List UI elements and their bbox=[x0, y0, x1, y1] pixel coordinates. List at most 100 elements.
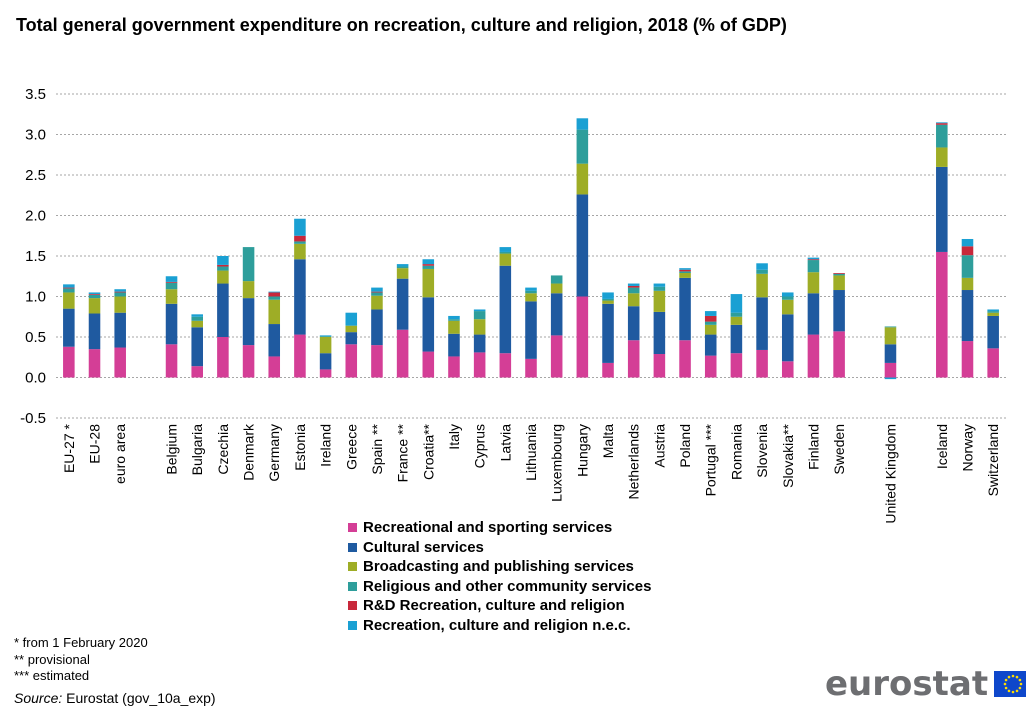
x-tick-label: Slovakia** bbox=[780, 423, 796, 487]
x-tick-label: Sweden bbox=[831, 424, 847, 475]
bar-segment bbox=[473, 311, 486, 320]
flag-star bbox=[1015, 689, 1019, 693]
bar-segment bbox=[781, 314, 794, 362]
bar-segment bbox=[371, 287, 383, 292]
flag-star bbox=[1015, 675, 1019, 679]
bar-segment bbox=[627, 285, 640, 288]
legend-item: Recreational and sporting services bbox=[348, 518, 651, 538]
bar-segment bbox=[114, 312, 126, 348]
legend-item: Cultural services bbox=[348, 538, 651, 558]
y-tick-label: -0.5 bbox=[20, 410, 46, 427]
bar-segment bbox=[961, 246, 974, 256]
x-tick-label: Cyprus bbox=[472, 424, 488, 468]
flag-star bbox=[1007, 675, 1011, 679]
bar-segment bbox=[345, 332, 358, 345]
x-tick-label: Germany bbox=[266, 424, 282, 482]
bar-segment bbox=[576, 129, 589, 164]
bar-segment bbox=[371, 291, 383, 293]
bar-segment bbox=[807, 257, 820, 260]
bar-segment bbox=[114, 289, 126, 292]
bar-segment bbox=[602, 362, 614, 378]
x-tick-label: Greece bbox=[343, 424, 359, 470]
bar-segment bbox=[679, 273, 691, 278]
bar-segment bbox=[242, 247, 255, 282]
bar-segment bbox=[114, 347, 126, 378]
x-tick-label: euro area bbox=[112, 424, 128, 484]
bar-segment bbox=[294, 218, 306, 236]
legend-label: Recreation, culture and religion n.e.c. bbox=[363, 616, 631, 634]
x-tick-label: United Kingdom bbox=[882, 424, 898, 524]
bar-segment bbox=[807, 260, 820, 273]
legend-label: R&D Recreation, culture and religion bbox=[363, 597, 625, 615]
x-axis-labels: EU-27 * EU-28 euro area Belgium Bulgaria Czec… bbox=[61, 423, 1001, 524]
bar-segment bbox=[961, 341, 974, 378]
bar-segment bbox=[448, 319, 460, 321]
legend-item: Recreation, culture and religion n.e.c. bbox=[348, 616, 651, 636]
bar-segment bbox=[833, 331, 845, 378]
bar-segment bbox=[576, 296, 589, 378]
x-tick-label: Croatia** bbox=[420, 423, 436, 480]
bar-segment bbox=[294, 243, 306, 260]
flag-star bbox=[1011, 690, 1015, 694]
bar-segment bbox=[936, 251, 948, 378]
bar-segment bbox=[473, 352, 486, 378]
bar-segment bbox=[268, 356, 281, 378]
bar-segment bbox=[833, 273, 845, 274]
y-tick-label: 3.5 bbox=[25, 86, 46, 103]
bar-segment bbox=[679, 277, 691, 341]
bar-segment bbox=[987, 348, 999, 378]
bar-segment bbox=[422, 268, 435, 298]
bar-segment bbox=[396, 268, 409, 279]
bar-segment bbox=[345, 312, 358, 326]
x-tick-label: Denmark bbox=[241, 423, 257, 481]
legend-swatch bbox=[348, 601, 357, 611]
bar-segment bbox=[961, 277, 974, 291]
bar-segment bbox=[704, 324, 717, 335]
bar-segment bbox=[165, 276, 178, 282]
bar-segment bbox=[165, 344, 178, 378]
bar-segment bbox=[679, 271, 691, 274]
bar-segment bbox=[191, 327, 203, 367]
bar-segment bbox=[371, 309, 383, 346]
bar-segment bbox=[499, 265, 512, 354]
bar-segment bbox=[217, 264, 229, 267]
bar-segment bbox=[653, 290, 666, 312]
footnotes: * from 1 February 2020 ** provisional **… bbox=[14, 635, 148, 685]
bar-segment bbox=[88, 313, 101, 350]
x-tick-label: Portugal *** bbox=[703, 423, 719, 496]
x-tick-label: EU-27 * bbox=[61, 423, 77, 473]
flag-star bbox=[1003, 682, 1007, 686]
bar-segment bbox=[807, 293, 820, 335]
flag-star bbox=[1018, 686, 1022, 690]
bar-segment bbox=[833, 275, 845, 291]
source-text: Eurostat (gov_10a_exp) bbox=[66, 690, 216, 706]
bar-segment bbox=[371, 295, 383, 310]
legend: Recreational and sporting services Cultur… bbox=[348, 518, 651, 635]
bar-segment bbox=[63, 308, 75, 347]
legend-swatch bbox=[348, 581, 357, 591]
bar-segment bbox=[371, 345, 383, 378]
bar-segment bbox=[448, 315, 460, 320]
y-tick-label: 1.5 bbox=[25, 248, 46, 265]
bar-segment bbox=[217, 256, 229, 265]
bar-segment bbox=[191, 314, 203, 317]
bar-segment bbox=[499, 247, 512, 252]
bar-segment bbox=[550, 335, 563, 378]
flag-star bbox=[1018, 678, 1022, 682]
bar-segment bbox=[704, 321, 717, 325]
bar-segment bbox=[756, 273, 768, 298]
bar-segment bbox=[756, 349, 768, 378]
bar-segment bbox=[63, 292, 75, 309]
bar-segment bbox=[833, 273, 845, 276]
x-tick-label: Iceland bbox=[934, 424, 950, 469]
legend-swatch bbox=[348, 562, 357, 572]
x-tick-label: France ** bbox=[395, 423, 411, 482]
flag-star bbox=[1004, 678, 1008, 682]
y-tick-label: 2.5 bbox=[25, 167, 46, 184]
bar-segment bbox=[756, 269, 768, 274]
bar-segment bbox=[88, 292, 101, 295]
x-tick-label: Belgium bbox=[164, 424, 180, 475]
bar-segment bbox=[165, 282, 178, 290]
flag-star bbox=[1007, 689, 1011, 693]
bar-segment bbox=[627, 293, 640, 307]
